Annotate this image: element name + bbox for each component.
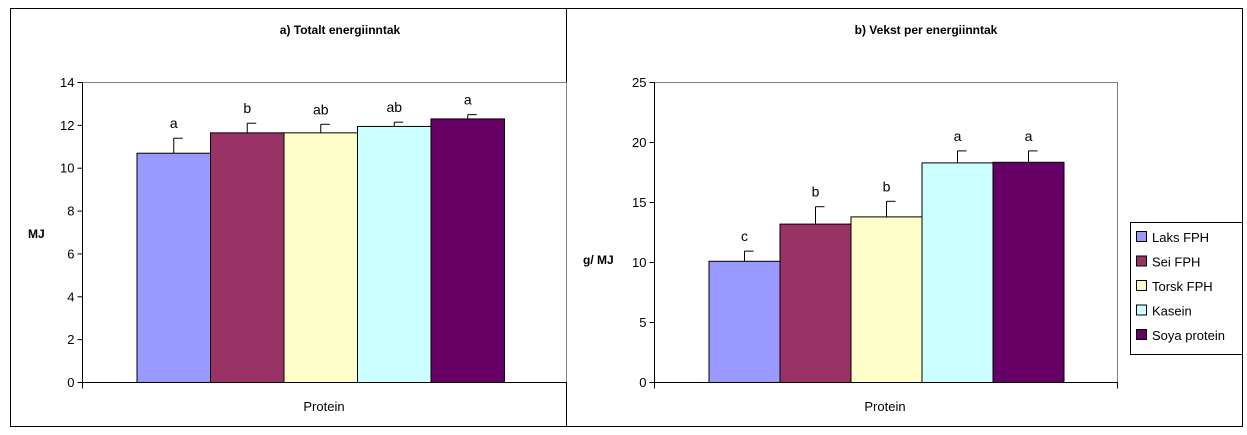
legend-swatch-torsk-fph (1136, 280, 1147, 291)
chart-a-bar-laks-fph (136, 152, 211, 383)
chart-b-bar-sei-fph (779, 223, 852, 383)
chart-b-bar-laks-fph (708, 260, 781, 383)
chart-b-bar-torsk-fph (850, 216, 923, 383)
chart-a-ytick-label: 8 (67, 204, 74, 219)
legend-swatch-kasein (1136, 304, 1147, 316)
chart-a-bar-letter: b (243, 100, 251, 116)
chart-a-bar-letter: ab (386, 99, 402, 115)
chart-a-ytick-label: 14 (60, 75, 74, 90)
chart-a-bar-soya-protein (430, 118, 505, 384)
chart-b-bar-letter: b (812, 184, 820, 200)
chart-b-ytick-label: 25 (632, 75, 646, 90)
legend-swatch-soya-protein (1136, 329, 1147, 340)
chart-a-title: a) Totalt energiinntak (280, 23, 401, 37)
chart-a: a) Totalt energiinntak MJ Protein 0 2 4 6 8 1… (28, 23, 567, 414)
legend-label-soya-protein: Soya protein (1152, 328, 1225, 343)
chart-b-ytick-label: 15 (632, 195, 646, 210)
legend-label-kasein: Kasein (1152, 304, 1192, 319)
legend-label-laks-fph: Laks FPH (1152, 230, 1209, 245)
chart-b-xlabel: Protein (864, 399, 905, 414)
chart-a-bar-letter: a (464, 92, 472, 108)
chart-b-bar-letter: a (954, 128, 962, 144)
chart-b-bar-letter: c (741, 228, 748, 244)
chart-a-xlabel: Protein (303, 399, 344, 414)
chart-a-bar-sei-fph (210, 132, 285, 383)
chart-b-ylabel: g/ MJ (583, 253, 614, 267)
legend: Laks FPH Sei FPH Torsk FPH Kasein Soya prote… (1130, 222, 1243, 355)
chart-a-bar-letter: a (170, 115, 178, 131)
chart-b: b) Vekst per energiinntak g/ MJ Protein … (583, 23, 1118, 414)
chart-b-bar-soya-protein (992, 161, 1065, 383)
legend-swatch-laks-fph (1136, 231, 1147, 242)
chart-b-bar-letter: b (883, 178, 891, 194)
legend-label-torsk-fph: Torsk FPH (1152, 279, 1213, 294)
chart-b-bar-kasein (921, 162, 994, 383)
chart-a-ylabel: MJ (28, 227, 45, 241)
legend-label-sei-fph: Sei FPH (1152, 255, 1200, 270)
chart-b-ytick-label: 20 (632, 135, 646, 150)
chart-a-ytick-label: 4 (67, 289, 74, 304)
chart-a-ytick-label: 10 (60, 161, 74, 176)
legend-swatch-sei-fph (1136, 255, 1147, 267)
chart-a-ytick-label: 12 (60, 118, 74, 133)
chart-a-ytick-label: 0 (67, 375, 74, 390)
chart-b-ytick-label: 5 (639, 315, 646, 330)
chart-b-ytick-label: 0 (639, 375, 646, 390)
chart-a-ytick-label: 6 (67, 246, 74, 261)
chart-a-ytick-label: 2 (67, 332, 74, 347)
chart-a-bar-kasein (357, 125, 432, 384)
legend-box (1130, 222, 1243, 355)
chart-b-title: b) Vekst per energiinntak (855, 23, 998, 37)
chart-a-bar-letter: ab (313, 101, 329, 117)
chart-b-ytick-label: 10 (632, 255, 646, 270)
chart-a-bar-torsk-fph (283, 132, 358, 383)
chart-b-bar-letter: a (1025, 128, 1033, 144)
